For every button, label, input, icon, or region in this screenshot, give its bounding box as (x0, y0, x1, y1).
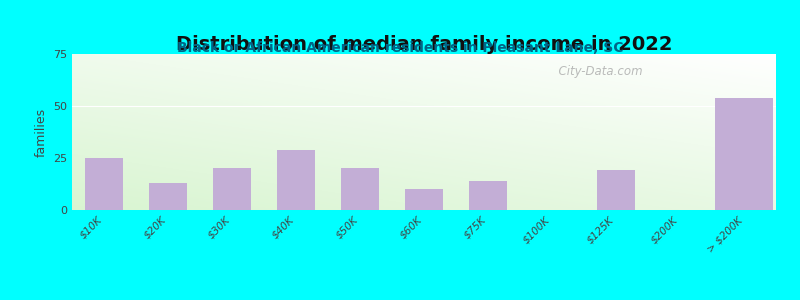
Title: Distribution of median family income in 2022: Distribution of median family income in … (176, 35, 672, 54)
Bar (405, 189, 443, 210)
Bar (341, 168, 379, 210)
Text: Black or African American residents in Pleasant Lane, SC: Black or African American residents in P… (177, 40, 623, 55)
Bar (597, 170, 635, 210)
Bar (715, 98, 773, 210)
Bar (277, 150, 315, 210)
Y-axis label: families: families (34, 107, 47, 157)
Bar (149, 183, 187, 210)
Bar (85, 158, 123, 210)
Bar (469, 181, 507, 210)
Text: City-Data.com: City-Data.com (550, 65, 642, 78)
Bar (213, 168, 251, 210)
